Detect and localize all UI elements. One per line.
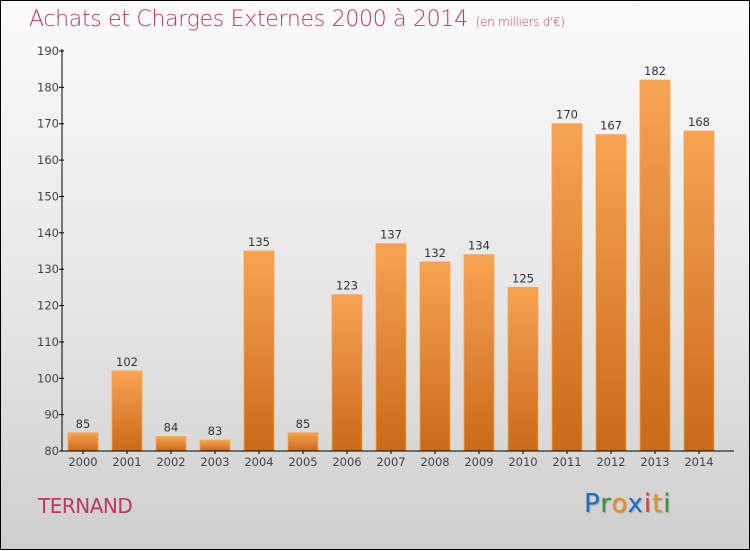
- y-tick-label: 110: [37, 335, 59, 349]
- bar: [639, 79, 671, 452]
- data-label: 137: [380, 228, 402, 242]
- logo-letter: P: [584, 489, 601, 519]
- y-tick-label: 100: [37, 371, 59, 385]
- x-tick-label: 2013: [640, 455, 669, 469]
- logo-letter: i: [643, 489, 653, 519]
- data-label: 168: [688, 115, 710, 129]
- data-label: 123: [336, 279, 358, 293]
- y-tick-label: 150: [37, 189, 59, 203]
- data-label: 102: [116, 355, 138, 369]
- commune-name: TERNAND: [38, 494, 133, 518]
- bar: [551, 123, 583, 452]
- bar: [67, 432, 99, 452]
- logo-letter: r: [600, 489, 612, 519]
- logo-letter: t: [652, 489, 664, 519]
- x-axis: 2000 2001 2002 2003 2004 2005 2006 2007 2008 2009…: [59, 450, 734, 469]
- y-tick-label: 190: [37, 44, 59, 58]
- x-tick-label: 2014: [684, 455, 713, 469]
- y-tick-label: 130: [37, 262, 59, 276]
- bar: [199, 439, 231, 452]
- data-label: 132: [424, 246, 446, 260]
- bar: [419, 261, 451, 452]
- data-label: 135: [248, 235, 270, 249]
- y-tick-label: 170: [37, 117, 59, 131]
- x-tick-label: 2012: [596, 455, 625, 469]
- bars-group: 85 102 84 83 135 85 123 137 132 134 125 170 167 182 16…: [67, 64, 715, 452]
- y-axis: 80 90 100 110 120 130 140 150 160 170 180 190: [37, 44, 64, 458]
- title-text: Achats et Charges Externes 2000 à 2014: [29, 7, 468, 32]
- bar: [331, 294, 363, 452]
- bar: [155, 436, 187, 452]
- x-tick-label: 2000: [68, 455, 97, 469]
- x-tick-label: 2002: [156, 455, 185, 469]
- logo-letter: x: [627, 489, 644, 519]
- x-tick-label: 2009: [464, 455, 493, 469]
- x-tick-label: 2008: [420, 455, 449, 469]
- data-label: 84: [164, 420, 179, 434]
- x-tick-label: 2005: [288, 455, 317, 469]
- y-tick-label: 90: [44, 408, 59, 422]
- data-label: 167: [600, 119, 622, 133]
- y-tick-label: 160: [37, 153, 59, 167]
- x-tick-label: 2010: [508, 455, 537, 469]
- x-tick-label: 2007: [376, 455, 405, 469]
- data-label: 182: [644, 64, 666, 78]
- proxiti-logo: Proxiti: [584, 489, 672, 519]
- data-label: 125: [512, 271, 534, 285]
- bar: [463, 254, 495, 452]
- bar: [375, 243, 407, 452]
- data-label: 134: [468, 239, 490, 253]
- logo-letter: i: [663, 489, 672, 519]
- bar: [111, 370, 143, 452]
- bar: [595, 134, 627, 452]
- x-tick-label: 2011: [552, 455, 581, 469]
- y-tick-label: 180: [37, 80, 59, 94]
- bar: [507, 286, 539, 452]
- chart-title: Achats et Charges Externes 2000 à 2014 (e…: [29, 7, 565, 32]
- data-label: 85: [296, 417, 311, 431]
- data-label: 170: [556, 108, 578, 122]
- logo-letter: o: [611, 489, 628, 519]
- data-label: 85: [76, 417, 91, 431]
- data-label: 83: [208, 424, 223, 438]
- x-tick-label: 2006: [332, 455, 361, 469]
- x-tick-label: 2004: [244, 455, 273, 469]
- bar: [683, 130, 715, 452]
- y-tick-label: 120: [37, 299, 59, 313]
- bar: [287, 432, 319, 452]
- title-unit: (en milliers d'€): [475, 15, 565, 29]
- x-tick-label: 2003: [200, 455, 229, 469]
- x-tick-label: 2001: [112, 455, 141, 469]
- y-tick-label: 80: [44, 444, 59, 458]
- bar: [243, 250, 275, 452]
- y-tick-label: 140: [37, 226, 59, 240]
